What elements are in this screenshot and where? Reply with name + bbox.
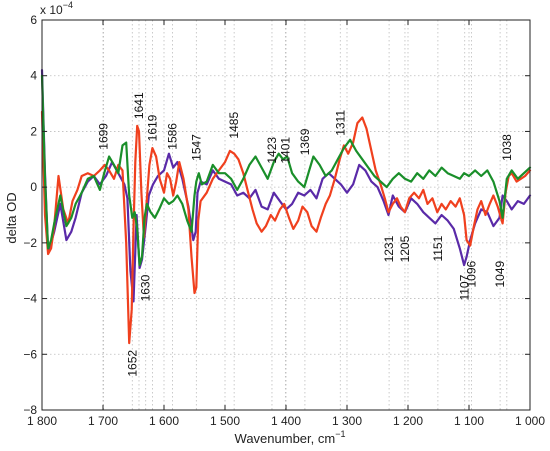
peak-label: 1311 [333,110,347,136]
peak-label: 1401 [278,137,292,164]
series-line-3 [40,74,532,267]
peak-label: 1586 [166,123,180,150]
peak-label: 1547 [189,134,203,161]
peak-label: 1038 [500,134,514,161]
x-tick-label: 1 600 [149,414,179,428]
x-axis-label: Wavenumber, cm−1 [235,429,346,446]
y-tick-label: −2 [23,236,37,250]
peak-label: 1107 [458,274,472,300]
peak-label: 1151 [431,235,445,261]
y-axis-ticks: 6 4 2 0 −2 −4 −6 −8 [23,13,530,417]
peak-label: 1205 [398,235,412,262]
grid-lines [42,20,530,410]
x-tick-label: 1 400 [271,414,301,428]
peak-label: 1619 [145,114,159,141]
peak-label: 1630 [139,274,153,301]
series-layer [40,69,532,345]
series-line-2 [40,110,532,345]
peak-label: 1049 [493,260,507,287]
peak-label: 1231 [382,235,396,262]
peak-label: 1652 [125,350,139,377]
plot-frame [41,19,531,411]
x-tick-label: 1 800 [27,414,57,428]
y-tick-label: −8 [23,403,37,417]
x-tick-label: 1 700 [88,414,118,428]
x-tick-label: 1 300 [332,414,362,428]
peak-label: 1423 [265,137,279,164]
series-line-1 [40,69,532,303]
y-axis-label: delta OD [4,192,19,243]
x-tick-label: 1 000 [515,414,545,428]
x-tick-label: 1 200 [393,414,423,428]
y-tick-label: −6 [23,347,37,361]
peak-label: 1699 [97,123,111,150]
y-tick-label: 2 [30,124,37,138]
peak-label: 1485 [227,112,241,139]
y-tick-label: 0 [30,180,37,194]
y-multiplier: x 10−4 [40,0,73,17]
y-tick-label: −4 [23,292,37,306]
y-tick-label: 6 [30,13,37,27]
peak-label: 1369 [298,128,312,155]
x-tick-label: 1 100 [454,414,484,428]
x-axis-ticks: 1 800 1 700 1 600 1 500 1 400 1 300 1 200 1 100… [27,20,545,428]
y-tick-label: 4 [30,69,37,83]
peak-label: 1096 [464,260,478,287]
x-tick-label: 1 500 [210,414,240,428]
peak-label: 1641 [132,92,146,119]
